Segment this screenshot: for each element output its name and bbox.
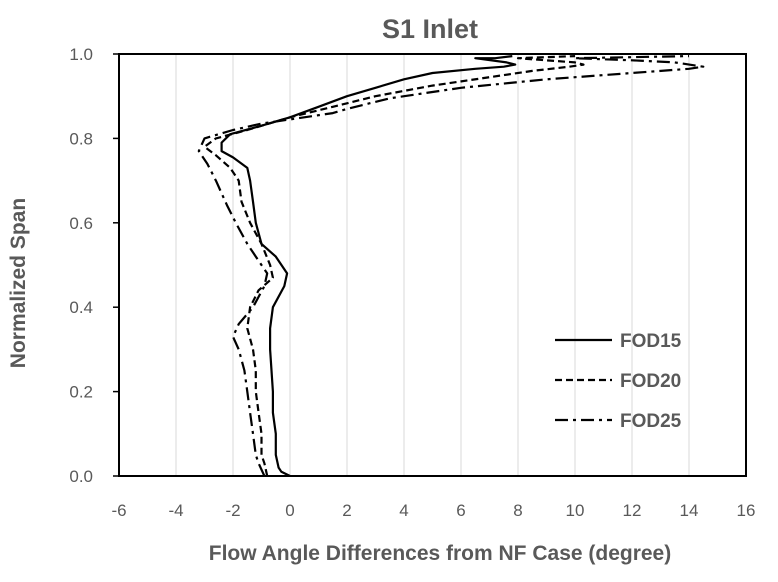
legend-label-fod20: FOD20 <box>620 371 681 392</box>
series-line-fod15 <box>220 55 517 477</box>
y-tick-label: 0.6 <box>69 214 93 233</box>
x-tick-label: 4 <box>399 501 408 520</box>
chart-title: S1 Inlet <box>382 14 478 44</box>
y-axis-title: Normalized Span <box>7 198 30 368</box>
x-axis-ticks: -6 -4 -2 0 2 4 6 8 10 12 14 16 <box>111 501 755 520</box>
gridlines <box>175 54 690 476</box>
legend-label-fod25: FOD25 <box>620 411 682 432</box>
x-tick-label: 10 <box>566 501 585 520</box>
x-tick-label: -6 <box>111 501 126 520</box>
x-tick-label: 16 <box>737 501 756 520</box>
y-tick-label: 0.8 <box>69 129 93 148</box>
y-tick-label: 0.2 <box>69 383 93 402</box>
x-tick-label: 0 <box>285 501 294 520</box>
y-axis-ticks: 0.0 0.2 0.4 0.6 0.8 1.0 <box>69 45 119 486</box>
x-tick-label: 12 <box>623 501 642 520</box>
x-tick-label: -4 <box>168 501 183 520</box>
x-tick-label: 8 <box>513 501 522 520</box>
legend: FOD15 FOD20 FOD25 <box>555 331 682 432</box>
series-group <box>197 55 705 477</box>
legend-label-fod15: FOD15 <box>620 331 682 352</box>
series-line-fod20 <box>203 55 585 477</box>
x-tick-label: 6 <box>456 501 465 520</box>
plot-frame <box>118 53 747 477</box>
y-tick-label: 0.4 <box>69 298 93 317</box>
x-axis-title: Flow Angle Differences from NF Case (deg… <box>209 542 671 565</box>
y-tick-label: 1.0 <box>69 45 93 64</box>
y-tick-label: 0.0 <box>69 467 93 486</box>
x-tick-label: 2 <box>342 501 351 520</box>
x-tick-label: -2 <box>225 501 240 520</box>
series-line-fod25 <box>197 55 705 477</box>
x-tick-label: 14 <box>680 501 699 520</box>
